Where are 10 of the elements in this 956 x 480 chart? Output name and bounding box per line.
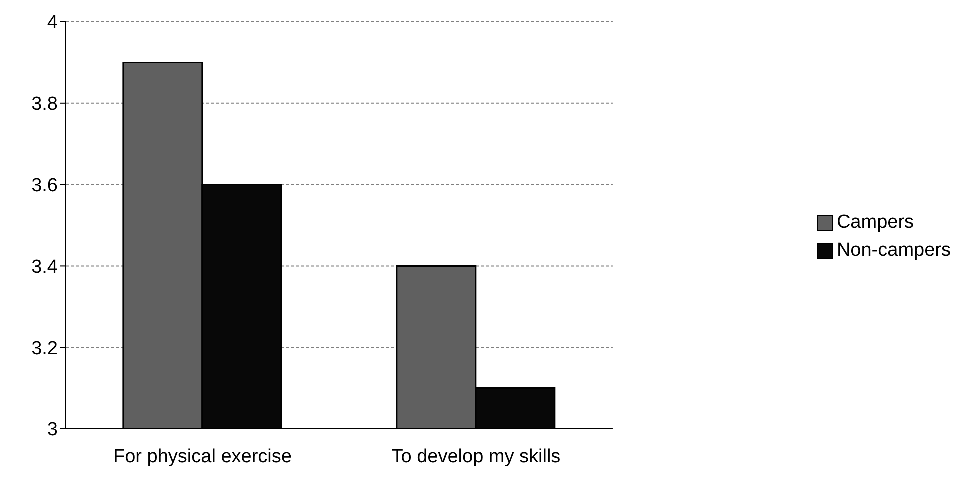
legend-label: Campers — [836, 212, 914, 234]
y-tick-label: 4 — [47, 12, 58, 34]
y-tick-label: 3 — [47, 420, 58, 441]
x-tick-label: To develop my skills — [392, 446, 561, 468]
y-tick-label: 3.8 — [32, 94, 58, 116]
y-tick-label: 3.4 — [32, 256, 58, 278]
y-tick-label: 3.2 — [32, 338, 58, 360]
y-tick-label: 3.6 — [32, 176, 58, 197]
legend-label: Non-campers — [836, 240, 951, 262]
x-tick-label: For physical exercise — [114, 446, 292, 468]
